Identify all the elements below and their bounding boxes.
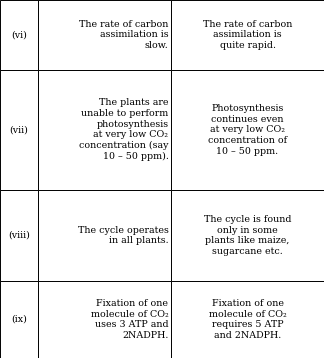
Bar	[38, 0, 171, 70]
Text: (ix): (ix)	[11, 315, 27, 324]
Bar	[38, 70, 171, 190]
Text: Fixation of one
molecule of CO₂
uses 3 ATP and
2NADPH.: Fixation of one molecule of CO₂ uses 3 A…	[91, 299, 168, 340]
Text: Fixation of one
molecule of CO₂
requires 5 ATP
and 2NADPH.: Fixation of one molecule of CO₂ requires…	[209, 299, 286, 340]
Bar	[0, 70, 38, 190]
Text: Photosynthesis
continues even
at very low CO₂
concentration of
10 – 50 ppm.: Photosynthesis continues even at very lo…	[208, 104, 287, 156]
Text: (vii): (vii)	[10, 125, 29, 134]
Text: The cycle is found
only in some
plants like maize,
sugarcane etc.: The cycle is found only in some plants l…	[204, 215, 291, 256]
Bar	[171, 190, 324, 281]
Bar	[171, 0, 324, 70]
Bar	[0, 190, 38, 281]
Bar	[38, 281, 171, 358]
Text: The cycle operates
in all plants.: The cycle operates in all plants.	[78, 226, 168, 245]
Bar	[0, 281, 38, 358]
Bar	[0, 0, 38, 70]
Bar	[171, 281, 324, 358]
Bar	[171, 70, 324, 190]
Text: The rate of carbon
assimilation is
slow.: The rate of carbon assimilation is slow.	[79, 20, 168, 50]
Text: (vi): (vi)	[11, 30, 27, 39]
Bar	[38, 190, 171, 281]
Text: The rate of carbon
assimilation is
quite rapid.: The rate of carbon assimilation is quite…	[203, 20, 292, 50]
Text: (viii): (viii)	[8, 231, 30, 240]
Text: The plants are
unable to perform
photosynthesis
at very low CO₂
concentration (s: The plants are unable to perform photosy…	[79, 98, 168, 161]
